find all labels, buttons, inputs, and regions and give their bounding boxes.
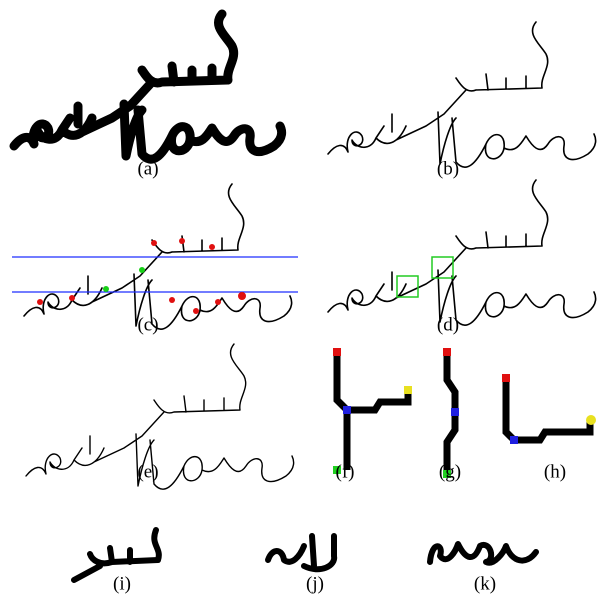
stroke-graph (502, 374, 596, 444)
panel-label: (h) (544, 461, 566, 482)
panel-label: (i) (113, 573, 131, 594)
panel-label: (e) (137, 461, 158, 482)
handwriting-segment (268, 536, 334, 569)
figure: (a) (b) (c) (d) (e) (f) (g) (h) (i) (j) … (0, 0, 600, 602)
panel-label: (b) (437, 158, 459, 179)
skeleton-split (26, 344, 294, 489)
panel-label: (g) (439, 461, 461, 482)
panel-label: (f) (336, 461, 355, 482)
panel-label: (a) (137, 158, 158, 179)
stroke-graph (333, 348, 412, 474)
panel-label: (d) (437, 314, 459, 335)
panel-label: (c) (137, 314, 158, 335)
stroke-graph (443, 348, 459, 478)
handwriting-thick (14, 14, 282, 159)
handwriting-segment (430, 544, 536, 563)
junction-points (103, 267, 145, 292)
panel-label: (k) (474, 573, 496, 594)
junction-box (432, 257, 453, 278)
panel-label: (j) (306, 573, 324, 594)
skeleton (328, 22, 596, 167)
skeleton (328, 180, 596, 325)
